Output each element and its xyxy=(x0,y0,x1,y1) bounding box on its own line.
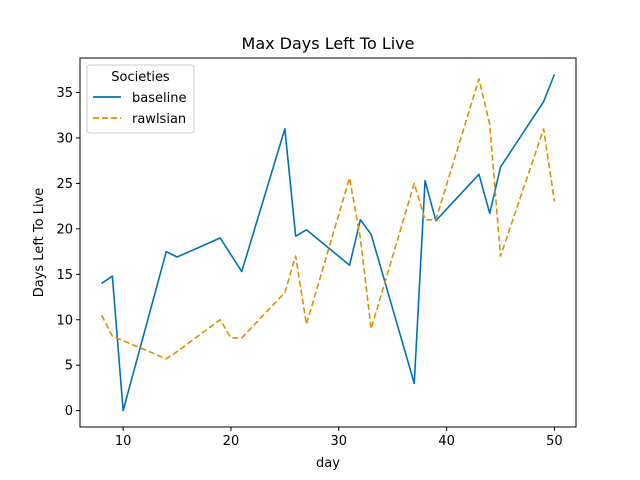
x-tick-label: 20 xyxy=(223,434,240,449)
series-line-rawlsian xyxy=(100,78,556,360)
x-tick-label: 30 xyxy=(331,434,348,449)
x-tick-label: 40 xyxy=(438,434,455,449)
y-tick-label: 15 xyxy=(56,268,73,283)
legend-label-baseline: baseline xyxy=(132,91,186,106)
legend-label-rawlsian: rawlsian xyxy=(132,112,186,127)
x-axis: 10 20 30 40 50 xyxy=(115,427,563,449)
y-tick-label: 10 xyxy=(56,313,73,328)
plot-frame xyxy=(79,57,577,428)
legend-title: Societies xyxy=(111,70,170,85)
chart-title: Max Days Left To Live xyxy=(242,34,415,53)
x-axis-label: day xyxy=(316,456,340,471)
y-tick-label: 30 xyxy=(56,131,73,146)
series-line-baseline xyxy=(101,74,556,412)
x-tick-label: 10 xyxy=(115,434,132,449)
legend: Societies baseline rawlsian xyxy=(86,64,195,134)
y-tick-label: 25 xyxy=(56,177,73,192)
y-tick-label: 0 xyxy=(65,404,73,419)
y-tick-label: 35 xyxy=(56,86,73,101)
y-axis-label: Days Left To Live xyxy=(32,188,47,298)
x-tick-label: 50 xyxy=(546,434,563,449)
legend-box xyxy=(86,64,195,134)
series-layer xyxy=(100,74,556,412)
y-axis: 0 5 10 15 20 25 30 35 xyxy=(56,86,80,419)
y-tick-label: 20 xyxy=(56,222,73,237)
y-tick-label: 5 xyxy=(65,359,73,374)
